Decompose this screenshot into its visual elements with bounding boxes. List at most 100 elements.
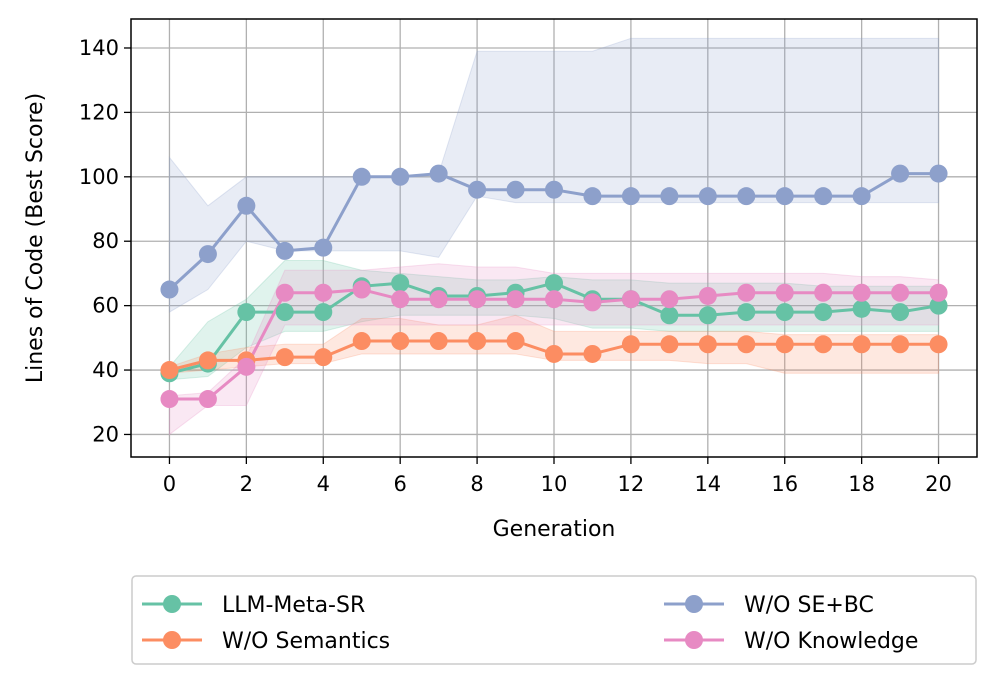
w-o-knowledge-point <box>814 283 833 302</box>
w-o-knowledge-point <box>237 357 256 376</box>
w-o-se-bc-point <box>275 241 294 260</box>
legend-w-o-semantics-marker <box>163 631 181 649</box>
x-tick-label: 18 <box>848 472 875 496</box>
w-o-se-bc-point <box>468 180 487 199</box>
y-tick-label: 20 <box>92 422 119 446</box>
w-o-se-bc-point <box>237 196 256 215</box>
x-axis-label: Generation <box>493 517 616 542</box>
legend-llm-meta-sr-label: LLM-Meta-SR <box>222 593 365 618</box>
w-o-semantics-point <box>891 335 910 354</box>
axis-ticks: 0 2 4 6 8 10 12 14 16 18 20 20 40 60 80 100 120 140 <box>79 36 952 496</box>
x-tick-label: 16 <box>771 472 798 496</box>
legend: LLM-Meta-SR W/O Semantics W/O SE+BC W/O Kno… <box>131 575 977 665</box>
y-tick-label: 100 <box>79 165 119 189</box>
w-o-semantics-point <box>621 335 640 354</box>
w-o-knowledge-point <box>468 290 487 309</box>
w-o-se-bc-point <box>160 280 179 299</box>
w-o-se-bc-point <box>314 238 333 257</box>
llm-meta-sr-point <box>545 274 563 293</box>
w-o-knowledge-point <box>160 390 179 409</box>
w-o-knowledge-point <box>891 283 910 302</box>
llm-meta-sr-point <box>698 306 717 325</box>
w-o-se-bc-point <box>545 180 563 199</box>
w-o-semantics-point <box>391 332 410 351</box>
w-o-knowledge-point <box>737 283 756 302</box>
legend-w-o-semantics-label: W/O Semantics <box>222 629 390 654</box>
w-o-semantics-point <box>468 332 487 351</box>
w-o-semantics-point <box>737 335 756 354</box>
llm-meta-sr-point <box>275 303 294 322</box>
w-o-semantics-band <box>168 314 940 374</box>
llm-meta-sr-point <box>237 303 256 322</box>
llm-meta-sr-point <box>314 303 333 322</box>
w-o-knowledge-point <box>660 290 679 309</box>
w-o-knowledge-point <box>698 286 717 305</box>
y-tick-label: 120 <box>79 100 119 124</box>
w-o-semantics-point <box>429 332 448 351</box>
x-tick-label: 14 <box>694 472 721 496</box>
legend-llm-meta-sr-marker <box>163 595 181 613</box>
w-o-se-bc-point <box>429 164 448 183</box>
w-o-se-bc-point <box>775 187 794 206</box>
y-tick-label: 80 <box>92 229 119 253</box>
w-o-se-bc-point <box>929 164 948 183</box>
w-o-semantics-point <box>506 332 525 351</box>
x-tick-label: 0 <box>163 472 176 496</box>
w-o-se-bc-point <box>814 187 833 206</box>
w-o-se-bc-point <box>660 187 679 206</box>
w-o-semantics-point <box>545 344 563 363</box>
w-o-semantics-point <box>775 335 794 354</box>
legend-box <box>131 575 977 665</box>
x-tick-label: 6 <box>393 472 406 496</box>
w-o-knowledge-point <box>852 283 871 302</box>
w-o-knowledge-point <box>929 283 948 302</box>
w-o-semantics-point <box>929 335 948 354</box>
y-tick-label: 60 <box>92 294 119 318</box>
w-o-se-bc-point <box>852 187 871 206</box>
w-o-se-bc-point <box>891 164 910 183</box>
w-o-knowledge-point <box>391 290 410 309</box>
legend-w-o-knowledge-label: W/O Knowledge <box>744 629 918 654</box>
y-tick-label: 140 <box>79 36 119 60</box>
x-tick-label: 20 <box>925 472 952 496</box>
y-axis-label: Lines of Code (Best Score) <box>23 93 48 383</box>
w-o-semantics-point <box>852 335 871 354</box>
w-o-knowledge-point <box>583 293 602 312</box>
w-o-knowledge-point <box>545 290 563 309</box>
w-o-knowledge-point <box>198 390 217 409</box>
legend-w-o-se-bc-marker <box>685 595 703 613</box>
w-o-se-bc-point <box>198 245 217 264</box>
w-o-semantics-point <box>660 335 679 354</box>
y-tick-label: 40 <box>92 358 119 382</box>
w-o-se-bc-point <box>621 187 640 206</box>
w-o-knowledge-point <box>314 283 333 302</box>
series-markers <box>160 164 948 409</box>
llm-meta-sr-point <box>737 303 756 322</box>
llm-meta-sr-point <box>775 303 794 322</box>
x-tick-label: 10 <box>541 472 568 496</box>
w-o-se-bc-point <box>506 180 525 199</box>
x-tick-label: 4 <box>317 472 330 496</box>
w-o-knowledge-point <box>621 290 640 309</box>
w-o-se-bc-point <box>583 187 602 206</box>
legend-w-o-se-bc-label: W/O SE+BC <box>744 593 874 618</box>
w-o-semantics-point <box>198 351 217 370</box>
llm-meta-sr-point <box>891 303 910 322</box>
w-o-semantics-point <box>275 348 294 367</box>
w-o-knowledge-point <box>506 290 525 309</box>
x-tick-label: 12 <box>618 472 645 496</box>
llm-meta-sr-point <box>852 299 871 318</box>
w-o-se-bc-point <box>391 167 410 186</box>
w-o-knowledge-point <box>775 283 794 302</box>
x-tick-label: 2 <box>240 472 253 496</box>
w-o-semantics-point <box>160 361 179 380</box>
w-o-knowledge-point <box>352 280 371 299</box>
w-o-knowledge-point <box>275 283 294 302</box>
w-o-knowledge-point <box>429 290 448 309</box>
llm-meta-sr-point <box>391 274 410 293</box>
llm-meta-sr-point <box>660 306 679 325</box>
x-tick-label: 8 <box>470 472 483 496</box>
w-o-semantics-point <box>352 332 371 351</box>
w-o-semantics-point <box>583 344 602 363</box>
